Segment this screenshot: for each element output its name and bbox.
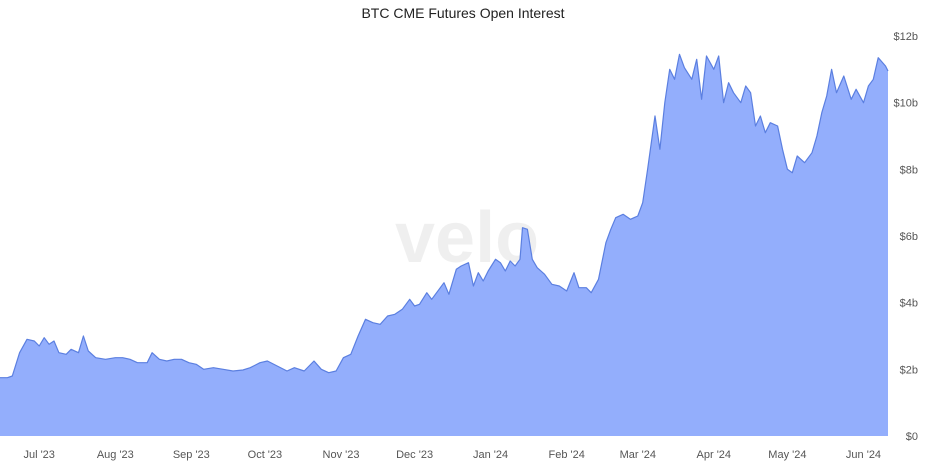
x-tick-label: Mar '24 <box>620 449 656 461</box>
chart-title: BTC CME Futures Open Interest <box>361 5 565 21</box>
series-area-fill <box>0 54 888 437</box>
x-tick-label: Apr '24 <box>697 449 732 461</box>
x-axis-tick-labels: Jul '23 Aug '23 Sep '23 Oct '23 Nov '23 Dec '… <box>23 449 881 461</box>
y-axis-tick-labels: $0 $2b $4b $6b $8b $10b $12b <box>894 31 918 443</box>
y-tick-label: $6b <box>900 231 918 243</box>
x-tick-label: Aug '23 <box>97 449 134 461</box>
y-tick-label: $10b <box>894 98 918 110</box>
x-tick-label: Oct '23 <box>248 449 283 461</box>
x-tick-label: Sep '23 <box>173 449 210 461</box>
series-line <box>0 53 889 379</box>
x-tick-label: Jul '23 <box>23 449 54 461</box>
y-tick-label: $8b <box>900 164 918 176</box>
x-tick-label: Feb '24 <box>549 449 585 461</box>
x-tick-label: May '24 <box>768 449 806 461</box>
x-tick-label: Nov '23 <box>323 449 360 461</box>
x-tick-label: Dec '23 <box>396 449 433 461</box>
y-tick-label: $4b <box>900 298 918 310</box>
x-tick-label: Jan '24 <box>473 449 508 461</box>
y-tick-label: $12b <box>894 31 918 43</box>
y-tick-label: $0 <box>906 431 918 443</box>
x-tick-label: Jun '24 <box>846 449 881 461</box>
area-layer <box>0 53 889 437</box>
y-tick-label: $2b <box>900 364 918 376</box>
